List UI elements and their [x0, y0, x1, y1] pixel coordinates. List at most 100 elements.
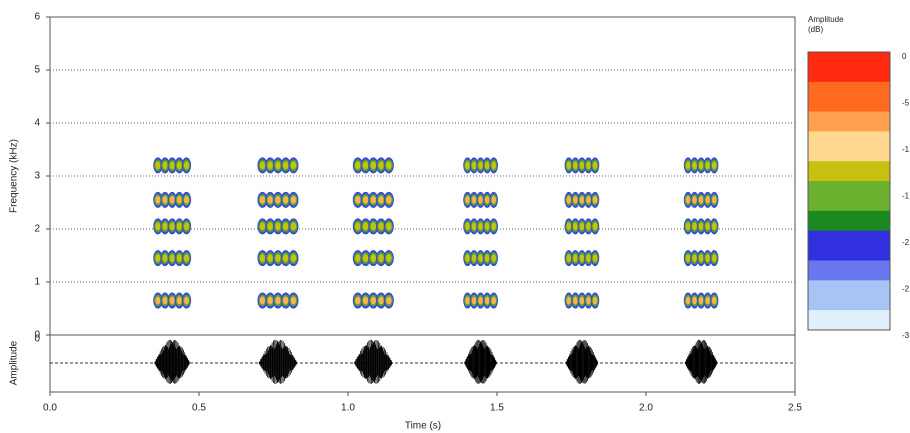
colorbar-title: (dB) [808, 25, 823, 34]
y-tick-label: 4 [34, 118, 40, 129]
colorbar-step [808, 210, 890, 222]
harmonic-core [155, 195, 161, 204]
harmonic-core [259, 296, 266, 305]
harmonic-core [378, 161, 384, 170]
harmonic-core [378, 296, 384, 305]
colorbar-label: -1 [902, 145, 910, 154]
y-axis-title: Frequency (kHz) [9, 139, 20, 213]
harmonic-core [573, 222, 578, 231]
harmonic-core [471, 195, 477, 204]
harmonic-core [370, 222, 377, 231]
colorbar-label: -2 [902, 285, 910, 294]
harmonic-core [282, 195, 289, 204]
harmonic-core [386, 195, 392, 204]
harmonic-core [378, 254, 384, 263]
harmonic-core [484, 296, 490, 305]
harmonic-core [275, 222, 281, 231]
harmonic-core [471, 161, 477, 170]
colorbar-step [808, 171, 890, 182]
harmonic-core [711, 195, 717, 204]
harmonic-core [484, 254, 490, 263]
harmonic-core [484, 161, 490, 170]
colorbar-step [808, 141, 890, 152]
y-tick-label: 1 [34, 277, 40, 288]
colorbar-step [808, 111, 890, 122]
harmonic-core [176, 296, 182, 305]
harmonic-core [155, 161, 161, 170]
harmonic-core [176, 222, 182, 231]
harmonic-core [566, 296, 572, 305]
harmonic-core [355, 254, 361, 263]
harmonic-core [692, 161, 697, 170]
harmonic-core [169, 222, 175, 231]
colorbar-label: -1 [902, 192, 910, 201]
harmonic-core [705, 254, 711, 263]
osc-tick-label: 0 [34, 334, 40, 345]
colorbar-step [808, 290, 890, 301]
colorbar-label: 0 [902, 52, 907, 61]
harmonic-core [362, 195, 369, 204]
harmonic-core [169, 296, 175, 305]
harmonic-core [267, 195, 273, 204]
harmonic-core [586, 254, 591, 263]
harmonic-core [692, 222, 697, 231]
harmonic-core [386, 254, 392, 263]
harmonic-core [378, 195, 384, 204]
harmonic-core [698, 222, 704, 231]
colorbar-step [808, 81, 890, 93]
harmonic-core [282, 161, 289, 170]
harmonic-core [282, 222, 289, 231]
harmonic-core [586, 222, 591, 231]
harmonic-core [692, 195, 697, 204]
colorbar-step [808, 260, 890, 271]
harmonic-core [362, 296, 369, 305]
colorbar-title: Amplitude [808, 15, 844, 24]
harmonic-core [290, 195, 297, 204]
harmonic-core [362, 161, 369, 170]
harmonic-core [370, 161, 377, 170]
harmonic-core [183, 296, 190, 305]
harmonic-core [183, 222, 190, 231]
harmonic-core [162, 161, 168, 170]
harmonic-core [267, 222, 273, 231]
harmonic-core [465, 254, 470, 263]
x-tick-label: 0.5 [192, 403, 206, 414]
harmonic-core [478, 195, 483, 204]
harmonic-core [465, 222, 470, 231]
harmonic-core [478, 222, 483, 231]
harmonic-core [259, 195, 266, 204]
colorbar-step [808, 280, 890, 291]
harmonic-core [267, 161, 273, 170]
harmonic-core [478, 254, 483, 263]
harmonic-core [465, 195, 470, 204]
harmonic-core [282, 254, 289, 263]
harmonic-core [692, 296, 697, 305]
harmonic-core [155, 222, 161, 231]
harmonic-core [290, 222, 297, 231]
x-tick-label: 0.0 [43, 403, 57, 414]
colorbar-step [808, 151, 890, 162]
x-tick-label: 1.5 [490, 403, 504, 414]
colorbar-step [808, 121, 890, 132]
colorbar-step [808, 320, 890, 331]
y-tick-label: 6 [34, 12, 40, 23]
plot-frame [49, 16, 796, 393]
harmonic-core [267, 254, 273, 263]
harmonic-core [491, 161, 497, 170]
harmonic-core [176, 195, 182, 204]
harmonic-core [592, 161, 598, 170]
y-tick-label: 3 [34, 171, 40, 182]
harmonic-core [566, 222, 572, 231]
harmonic-core [685, 222, 691, 231]
x-axis-title: Time (s) [405, 421, 441, 432]
harmonic-core [579, 195, 585, 204]
colorbar-step [808, 310, 890, 321]
harmonic-core [471, 222, 477, 231]
harmonic-core [698, 254, 704, 263]
harmonic-core [362, 254, 369, 263]
colorbar-step [808, 161, 890, 172]
harmonic-core [579, 296, 585, 305]
harmonic-core [282, 296, 289, 305]
harmonic-core [275, 254, 281, 263]
